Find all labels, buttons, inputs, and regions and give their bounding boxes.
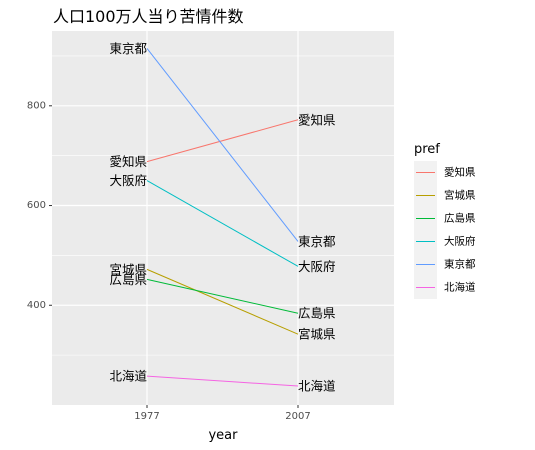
point-label-大阪府-1977: 大阪府: [109, 173, 147, 188]
series-line-宮城県: [146, 268, 299, 335]
series-line-広島県: [146, 278, 299, 314]
legend-label-宮城県: 宮城県: [444, 189, 476, 202]
y-tick-label: 800: [27, 100, 46, 111]
series-line-北海道: [146, 375, 299, 387]
x-tick-label: 1977: [134, 411, 159, 422]
point-label-北海道-2007: 北海道: [298, 379, 336, 394]
point-label-東京都-2007: 東京都: [298, 234, 336, 249]
point-label-愛知県-1977: 愛知県: [109, 154, 147, 169]
y-tick-label: 600: [27, 200, 46, 211]
plot-panel: [52, 31, 394, 405]
series-line-大阪府: [146, 180, 299, 267]
point-label-広島県-2007: 広島県: [298, 306, 336, 321]
point-label-宮城県-1977: 宮城県: [109, 262, 147, 277]
y-axis: 400 600 800: [27, 100, 52, 311]
chart-title: 人口100万人当り苦情件数: [53, 7, 244, 26]
series-line-愛知県: [146, 119, 299, 163]
point-label-東京都-1977: 東京都: [109, 41, 147, 56]
point-label-宮城県-2007: 宮城県: [298, 327, 336, 342]
legend-label-北海道: 北海道: [444, 281, 476, 294]
point-label-北海道-1977: 北海道: [109, 369, 147, 384]
minor-gridlines: [52, 55, 394, 356]
major-gridlines: [52, 31, 394, 405]
x-axis-title: year: [208, 428, 238, 443]
point-label-広島県-1977: 広島県: [109, 272, 147, 287]
legend-label-愛知県: 愛知県: [444, 166, 476, 179]
legend-label-大阪府: 大阪府: [444, 235, 476, 248]
legend-title: pref: [414, 142, 440, 157]
point-label-愛知県-2007: 愛知県: [298, 112, 336, 127]
legend-label-広島県: 広島県: [444, 212, 476, 225]
series-line-東京都: [146, 48, 299, 242]
series-lines: [146, 48, 299, 387]
point-label-大阪府-2007: 大阪府: [298, 259, 336, 274]
legend-label-東京都: 東京都: [444, 258, 476, 271]
x-axis: 1977 2007: [134, 405, 311, 422]
x-tick-label: 2007: [285, 411, 310, 422]
y-tick-label: 400: [27, 300, 46, 311]
